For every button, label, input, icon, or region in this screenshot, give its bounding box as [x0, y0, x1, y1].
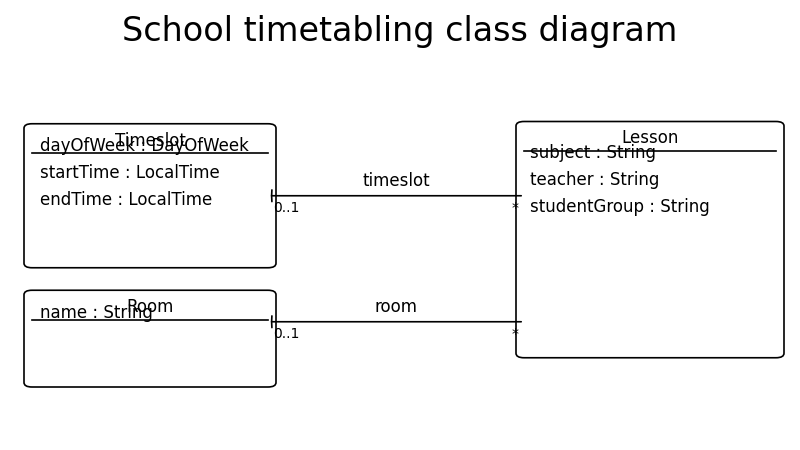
Text: Room: Room	[126, 298, 174, 316]
Text: *: *	[511, 327, 518, 341]
Text: subject : String: subject : String	[530, 144, 656, 162]
Text: name : String: name : String	[40, 304, 153, 322]
Text: room: room	[374, 298, 418, 316]
Text: teacher : String: teacher : String	[530, 171, 660, 189]
Text: startTime : LocalTime: startTime : LocalTime	[40, 164, 220, 182]
Text: 0..1: 0..1	[274, 327, 300, 341]
Text: 0..1: 0..1	[274, 201, 300, 215]
FancyBboxPatch shape	[24, 290, 276, 387]
Text: *: *	[511, 201, 518, 215]
Text: Lesson: Lesson	[622, 130, 678, 148]
Text: School timetabling class diagram: School timetabling class diagram	[122, 15, 678, 48]
Text: timeslot: timeslot	[362, 172, 430, 190]
FancyBboxPatch shape	[516, 122, 784, 358]
Text: studentGroup : String: studentGroup : String	[530, 198, 710, 216]
FancyBboxPatch shape	[24, 124, 276, 268]
Text: dayOfWeek : DayOfWeek: dayOfWeek : DayOfWeek	[40, 137, 249, 155]
Text: endTime : LocalTime: endTime : LocalTime	[40, 191, 212, 209]
Text: Timeslot: Timeslot	[114, 131, 186, 149]
